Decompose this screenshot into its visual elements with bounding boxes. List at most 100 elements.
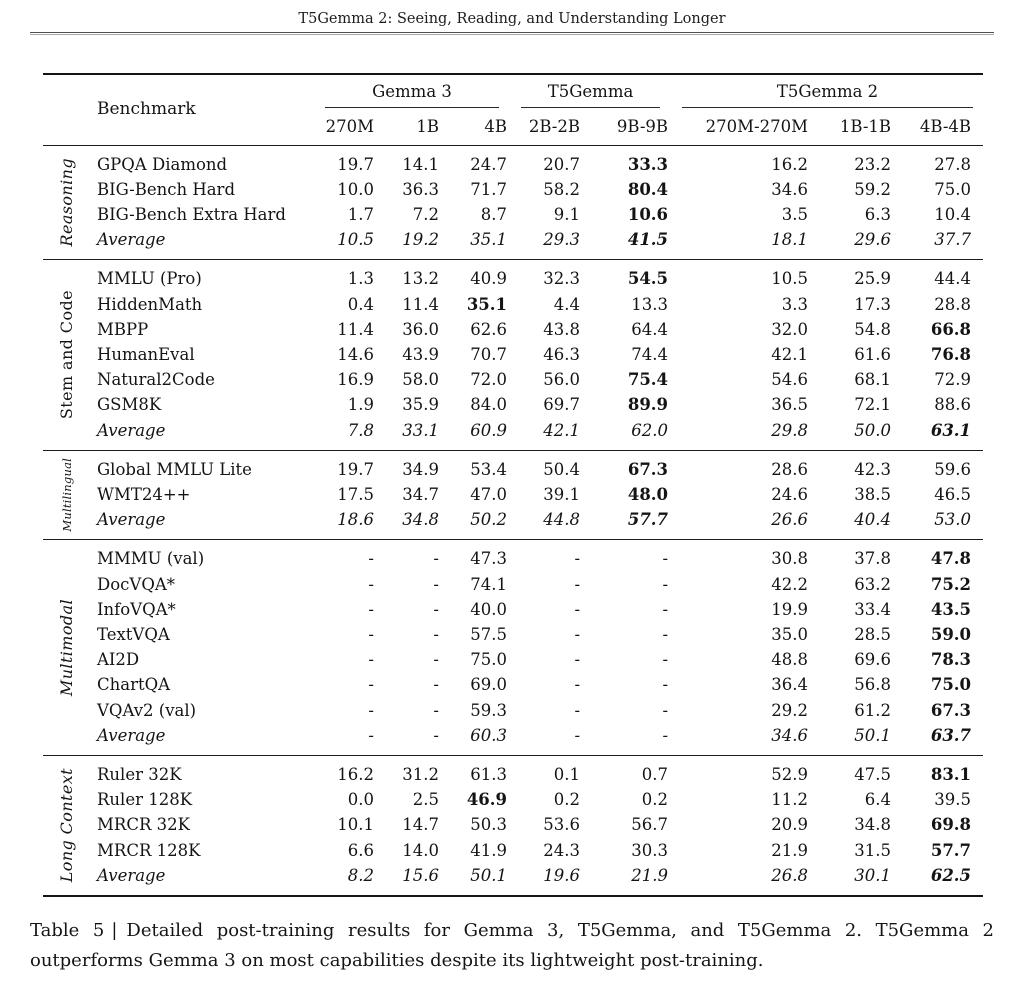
score-cell: 21.9 [631, 865, 669, 885]
score-cell: - [433, 599, 439, 619]
score-cell: 53.4 [470, 459, 508, 479]
score-cell: 36.3 [402, 179, 439, 199]
score-cell: 0.7 [641, 765, 669, 785]
table-row: AI2D - - 75.0 - - 48.8 69.6 78.3 [43, 647, 983, 672]
score-cell: 11.2 [771, 790, 809, 810]
score-cell: 52.9 [771, 765, 809, 785]
score-cell: 72.9 [934, 370, 972, 390]
score-cell: 6.3 [864, 205, 892, 224]
score-cell: 39.1 [543, 485, 581, 505]
score-cell: 50.2 [470, 510, 508, 530]
score-cell: 28.8 [934, 294, 972, 314]
score-cell: 10.0 [337, 179, 374, 199]
score-cell: 43.5 [930, 599, 972, 619]
col-header-1b: 1B [416, 117, 439, 137]
score-cell: 16.2 [771, 154, 809, 174]
benchmark-name: InfoVQA* [97, 599, 176, 619]
score-cell: 23.2 [854, 154, 892, 174]
group-label: T5Gemma 2 [682, 81, 974, 109]
section-label: Multimodal [57, 598, 76, 696]
benchmark-name: DocVQA* [97, 574, 176, 594]
score-cell: 15.6 [402, 865, 439, 885]
score-cell: 39.5 [934, 790, 972, 810]
score-cell: 70.7 [470, 345, 508, 365]
score-cell: 34.6 [771, 725, 809, 745]
benchmark-name: Average [97, 725, 166, 745]
score-cell: 10.5 [771, 269, 809, 289]
score-cell: 60.3 [470, 725, 508, 745]
score-cell: 42.1 [543, 420, 581, 440]
score-cell: 6.4 [864, 790, 892, 810]
section-label: Multilingual [60, 457, 74, 532]
group-header-row: Benchmark Gemma 3 T5Gemma T5Gemma 2 [43, 74, 983, 119]
score-cell: 3.5 [781, 205, 809, 224]
score-cell: - [368, 725, 374, 745]
score-cell: 18.1 [771, 230, 809, 250]
score-cell: - [574, 700, 581, 720]
table-row: VQAv2 (val) - - 59.3 - - 29.2 61.2 67.3 [43, 698, 983, 723]
score-cell: 13.3 [631, 294, 669, 314]
score-cell: 19.2 [402, 230, 439, 250]
score-cell: 50.0 [854, 420, 892, 440]
score-cell: 9.1 [553, 205, 581, 224]
score-cell: 14.6 [337, 345, 374, 365]
score-cell: 24.6 [771, 485, 809, 505]
score-cell: 57.5 [470, 625, 508, 645]
score-cell: 6.6 [347, 840, 374, 860]
score-cell: 58.2 [543, 179, 581, 199]
score-cell: - [433, 549, 439, 569]
score-cell: - [662, 675, 669, 695]
score-cell: 50.1 [854, 725, 892, 745]
score-cell: - [662, 700, 669, 720]
caption-separator: | [111, 920, 118, 942]
score-cell: - [368, 700, 374, 720]
score-cell: 10.4 [934, 205, 972, 224]
score-cell: 53.0 [934, 510, 972, 530]
benchmark-name: Global MMLU Lite [97, 459, 252, 479]
score-cell: 63.2 [854, 574, 892, 594]
benchmark-name: MRCR 128K [97, 840, 201, 860]
table-caption: Table 5 | Detailed post-training results f… [30, 916, 994, 975]
score-cell: 29.6 [854, 230, 892, 250]
table-row: Average 8.2 15.6 50.1 19.6 21.9 26.8 30.1 62.5 [43, 863, 983, 896]
score-cell: 0.2 [553, 790, 581, 810]
score-cell: 88.6 [934, 395, 972, 415]
score-cell: 14.1 [402, 154, 439, 174]
score-cell: 3.3 [781, 294, 809, 314]
page-header: T5Gemma 2: Seeing, Reading, and Understa… [30, 0, 994, 36]
score-cell: 0.4 [347, 294, 374, 314]
score-cell: 58.0 [402, 370, 439, 390]
score-cell: 24.3 [543, 840, 581, 860]
score-cell: 43.9 [402, 345, 439, 365]
score-cell: 53.6 [543, 815, 581, 835]
benchmark-name: Average [97, 865, 166, 885]
score-cell: 11.4 [402, 294, 439, 314]
score-cell: 26.6 [771, 510, 809, 530]
section-label: Long Context [57, 767, 76, 883]
results-table: Benchmark Gemma 3 T5Gemma T5Gemma 2 270M… [43, 73, 984, 898]
score-cell: 10.1 [337, 815, 374, 835]
score-cell: 8.7 [480, 205, 508, 224]
table-section: Stem and Code MMLU (Pro) 1.3 13.2 40.9 32.3 54… [43, 259, 984, 450]
benchmark-name: BIG-Bench Extra Hard [97, 205, 286, 224]
table-row: Long Context Ruler 32K 16.2 31.2 61.3 0.1 0.7 5… [43, 756, 983, 882]
score-cell: 47.5 [854, 765, 892, 785]
score-cell: 30.3 [631, 840, 669, 860]
score-cell: 59.2 [854, 179, 892, 199]
score-cell: 62.5 [930, 865, 972, 885]
score-cell: 38.5 [854, 485, 892, 505]
benchmark-name: BIG-Bench Hard [97, 179, 236, 199]
score-cell: 32.0 [771, 319, 809, 339]
score-cell: - [574, 725, 581, 745]
table-section: Multilingual Global MMLU Lite 19.7 34.9 53.4… [43, 450, 984, 540]
score-cell: 33.4 [854, 599, 892, 619]
group-label: T5Gemma [521, 81, 661, 109]
score-cell: 69.0 [470, 675, 508, 695]
score-cell: 36.5 [771, 395, 809, 415]
score-cell: 16.9 [337, 370, 374, 390]
score-cell: 11.4 [337, 319, 374, 339]
score-cell: 14.7 [402, 815, 439, 835]
score-cell: 32.3 [543, 269, 581, 289]
benchmark-name: Natural2Code [97, 370, 215, 390]
score-cell: - [368, 549, 374, 569]
